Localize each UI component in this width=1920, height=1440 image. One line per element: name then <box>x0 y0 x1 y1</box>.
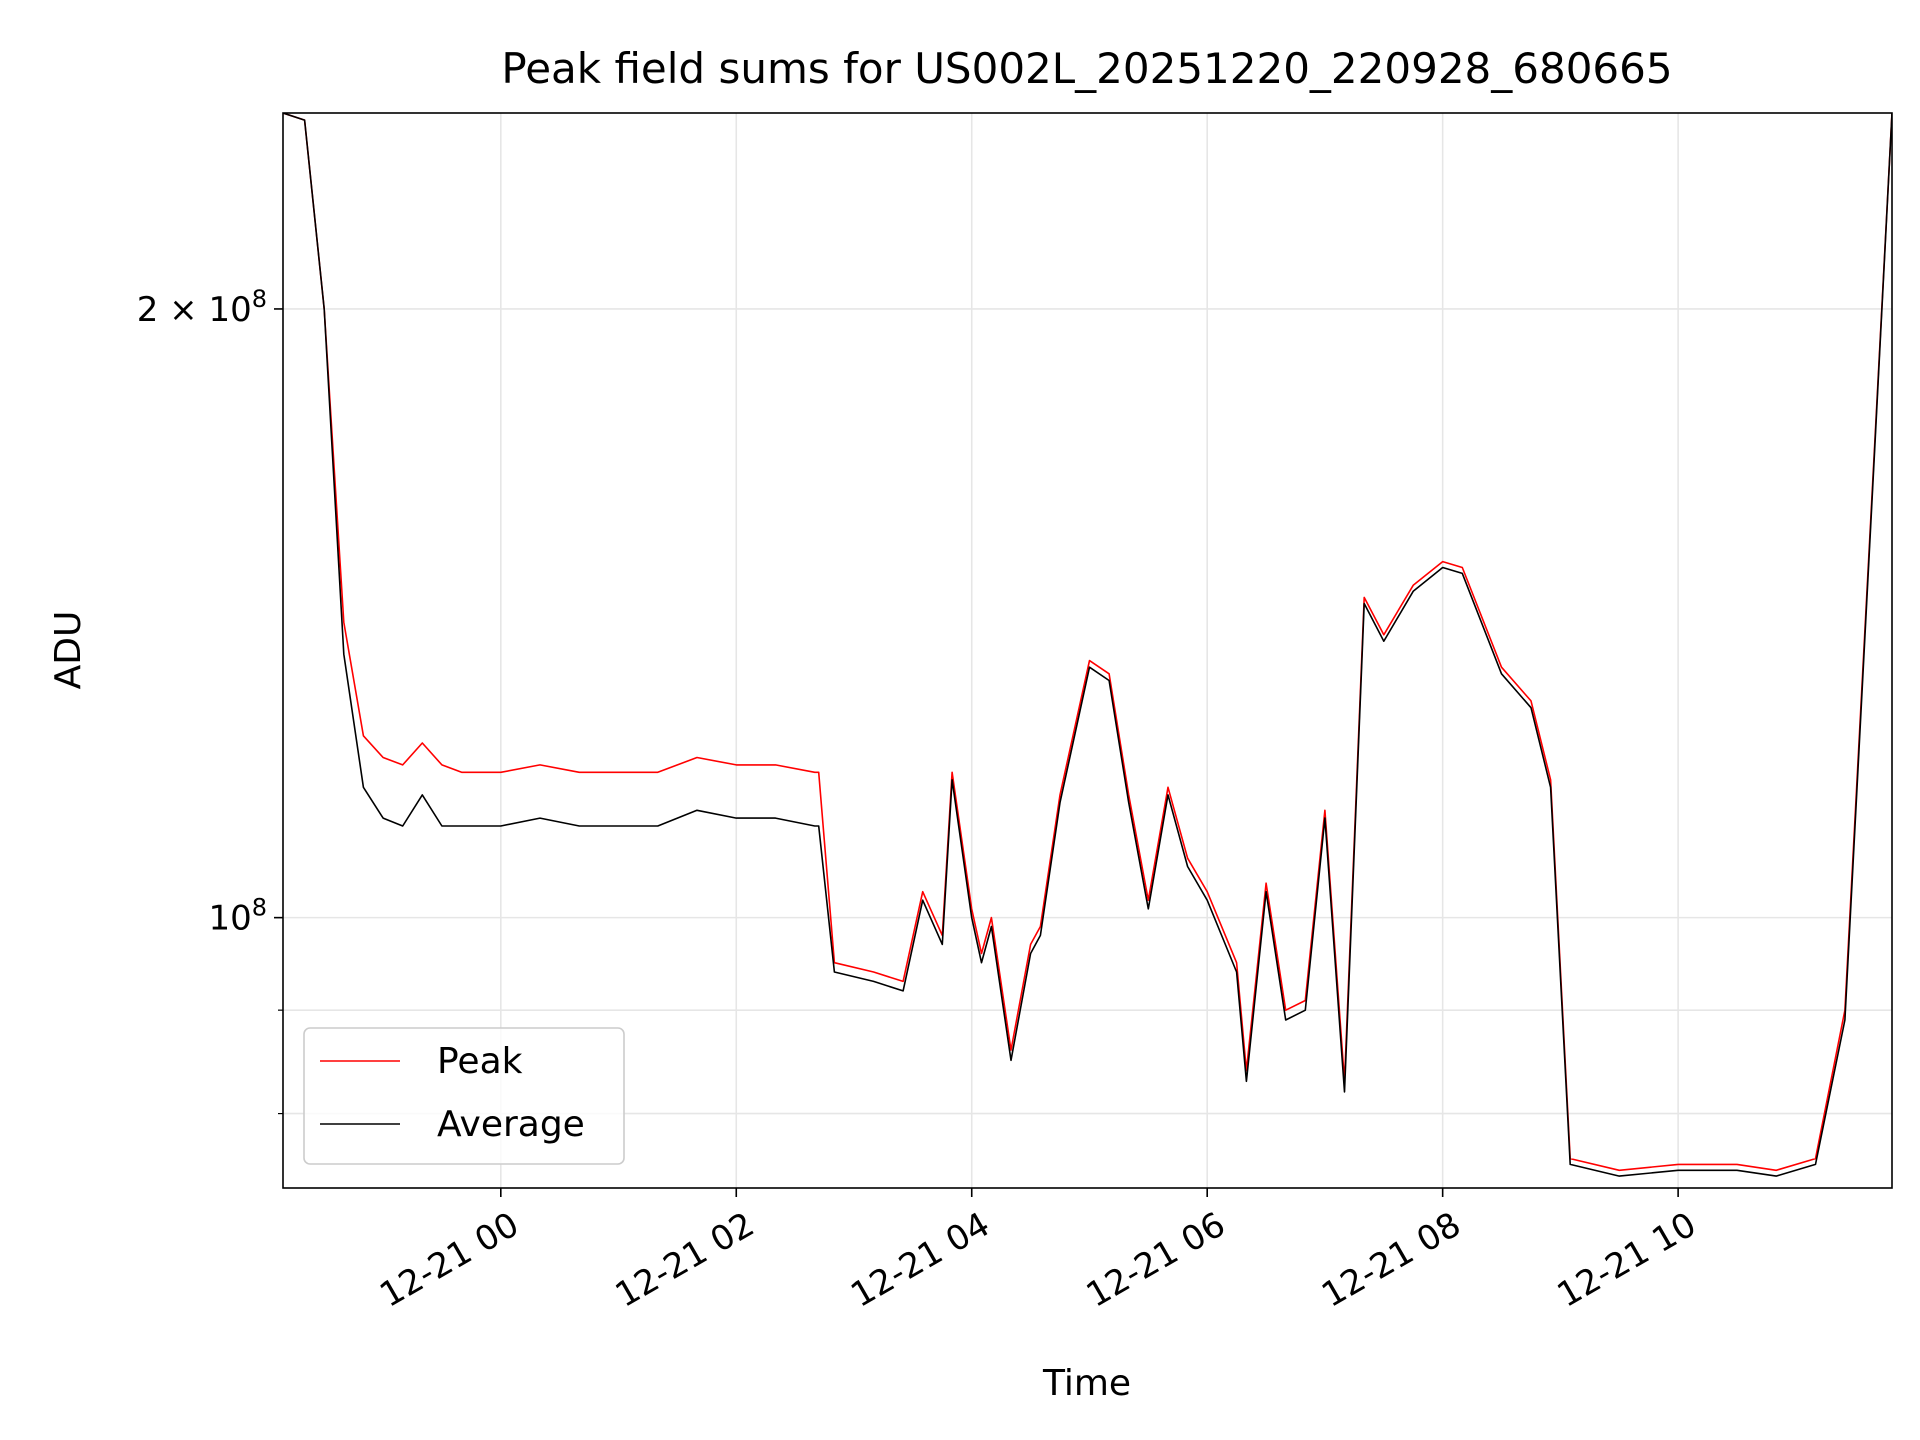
plot-area-frame <box>282 112 1893 1189</box>
legend-label-peak: Peak <box>437 1041 523 1082</box>
x-tick-label: 12-21 08 <box>1315 1205 1467 1316</box>
x-tick-label: 12-21 06 <box>1080 1205 1232 1316</box>
y-tick-label: 108 <box>208 894 267 939</box>
grid-lines <box>283 113 1892 1188</box>
legend-box <box>303 1027 625 1165</box>
legend: Peak Average <box>303 1027 625 1165</box>
series-line-peak <box>283 113 1892 1172</box>
y-axis-ticks: 108 2 × 108 <box>137 285 283 1115</box>
series-lines <box>283 113 1892 1177</box>
x-axis-ticks: 12-21 00 12-21 02 12-21 04 12-21 06 12-21 08… <box>373 1188 1703 1316</box>
series-line-average <box>283 113 1892 1177</box>
x-tick-label: 12-21 00 <box>373 1205 525 1316</box>
x-tick-label: 12-21 04 <box>844 1205 996 1316</box>
x-tick-label: 12-21 10 <box>1551 1205 1703 1316</box>
x-tick-label: 12-21 02 <box>609 1205 761 1316</box>
x-axis-label: Time <box>1042 1363 1131 1404</box>
chart-title: Peak field sums for US002L_20251220_2209… <box>501 44 1672 93</box>
y-tick-label: 2 × 108 <box>137 285 267 330</box>
legend-label-average: Average <box>437 1104 585 1145</box>
y-axis-label: ADU <box>48 611 89 690</box>
